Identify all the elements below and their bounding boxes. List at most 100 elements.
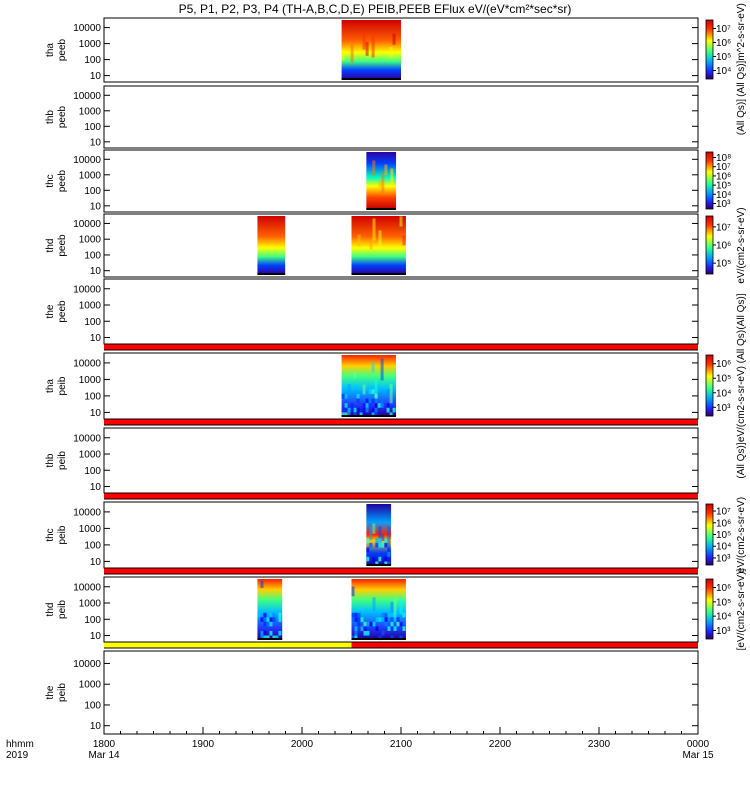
panel-thd-peib: 10 100 1000 10000 thd peib 10⁶ 10⁵ 10⁴ 10³ [eV/(cm… [45, 568, 747, 650]
y-tick-label: 10 [90, 201, 102, 212]
panel-label-probe: tha [45, 379, 56, 393]
y-tick-label: 100 [84, 466, 101, 477]
y-tick-label: 10000 [73, 507, 101, 518]
y-tick-label: 10 [90, 721, 102, 732]
panel-frame [103, 17, 699, 83]
panel-label-product: peib [57, 451, 68, 470]
x-tick-label: 0000 [687, 739, 710, 750]
y-tick-label: 10 [90, 71, 102, 82]
x-tick-label: 2300 [588, 739, 611, 750]
y-tick-label: 10000 [73, 582, 101, 593]
colorbar-tick-label: 10⁵ [716, 52, 731, 63]
colorbar-tick-label: 10⁶ [716, 518, 731, 529]
panel-frame [103, 85, 699, 149]
y-tick-label: 10 [90, 631, 102, 642]
y-tick-label: 1000 [79, 524, 102, 535]
y-tick-label: 10000 [73, 23, 101, 34]
y-tick-label: 1000 [79, 680, 102, 691]
y-tick-label: 10 [90, 333, 102, 344]
y-tick-label: 10 [90, 266, 102, 277]
y-tick-label: 1000 [79, 106, 102, 117]
colorbar-tick-label: 10⁶ [716, 359, 731, 370]
panel-label-product: peib [57, 525, 68, 544]
colorbar-tick-label: 10³ [716, 403, 731, 414]
panel-label-probe: thc [45, 528, 56, 541]
x-row-label-year: 2019 [6, 750, 29, 761]
panel-label-probe: thb [45, 110, 56, 124]
colorbar-title: [eV/(cm2-s-sr-eV)] [736, 568, 747, 650]
panel-label-probe: the [45, 304, 56, 318]
colorbar [705, 215, 714, 275]
y-tick-label: 1000 [79, 170, 102, 181]
x-tick-label: 2200 [489, 739, 512, 750]
y-tick-label: 1000 [79, 39, 102, 50]
x-row-label-hhmm: hhmm [6, 739, 34, 750]
colorbar-tick-label: 10⁶ [716, 583, 731, 594]
colorbar-title: eV/(cm2-s-sr-eV) [736, 207, 747, 283]
colorbar-tick-label: 10⁵ [716, 597, 731, 608]
panel-the-peib: 10 100 1000 10000 the peib [45, 650, 699, 735]
y-tick-label: 10000 [73, 358, 101, 369]
colorbar-tick-label: 10⁵ [716, 259, 731, 270]
panel-label-probe: thd [45, 603, 56, 617]
y-tick-label: 10000 [73, 284, 101, 295]
panel-thd-peeb: 10 100 1000 10000 thd peeb 10⁷ 10⁶ 10⁵ eV/(cm2-s-… [45, 207, 747, 283]
panel-label-probe: thd [45, 239, 56, 253]
y-tick-label: 10000 [73, 219, 101, 230]
panel-frame [103, 149, 699, 213]
y-tick-label: 10000 [73, 433, 101, 444]
colorbar-title: (All Qs)] [736, 442, 747, 478]
colorbar [705, 151, 714, 210]
x-date-end: Mar 15 [682, 750, 714, 761]
y-tick-label: 1000 [79, 450, 102, 461]
quality-flag-bar [104, 642, 352, 648]
colorbar-tick-label: 10⁴ [716, 388, 731, 399]
panel-tha-peeb: 10 100 1000 10000 tha peeb 10⁷ 10⁶ 10⁵ 10⁴ (All Qs… [45, 3, 747, 97]
x-tick-label: 2100 [390, 739, 413, 750]
y-tick-label: 100 [84, 615, 101, 626]
colorbar-title: eV/(cm2-s-sr-eV) [736, 497, 747, 573]
y-tick-label: 10 [90, 137, 102, 148]
quality-flag-bar [351, 642, 698, 648]
quality-flag-bar [104, 568, 698, 574]
panel-frame [103, 352, 699, 420]
panel-label-product: peeb [57, 105, 68, 128]
panel-frame [103, 576, 699, 643]
y-tick-label: 10000 [73, 155, 101, 166]
x-date-start: Mar 14 [88, 750, 120, 761]
colorbar [705, 354, 714, 417]
panel-frame [103, 501, 699, 569]
colorbar-tick-label: 10⁴ [716, 190, 731, 201]
colorbar-tick-label: 10⁷ [716, 24, 731, 35]
panel-label-probe: tha [45, 43, 56, 57]
y-tick-label: 1000 [79, 599, 102, 610]
colorbar [705, 578, 714, 640]
panel-label-product: peib [57, 376, 68, 395]
panel-frame [103, 213, 699, 278]
colorbar-tick-label: 10⁵ [716, 374, 731, 385]
colorbar-tick-label: 10⁴ [716, 612, 731, 623]
colorbar-tick-label: 10⁵ [716, 530, 731, 541]
y-tick-label: 10000 [73, 659, 101, 670]
colorbar-tick-label: 10³ [716, 199, 731, 210]
colorbar [705, 503, 714, 566]
y-tick-label: 100 [84, 55, 101, 66]
panel-label-product: peeb [57, 169, 68, 192]
y-tick-label: 1000 [79, 375, 102, 386]
y-tick-label: 1000 [79, 235, 102, 246]
panel-label-product: peeb [57, 300, 68, 323]
panel-label-product: peeb [57, 234, 68, 257]
y-tick-label: 100 [84, 540, 101, 551]
colorbar-title: eV/(cm2-s-sr-eV) (All Qs) [736, 330, 747, 442]
y-tick-label: 10000 [73, 91, 101, 102]
plot-title: P5, P1, P2, P3, P4 (TH-A,B,C,D,E) PEIB,P… [178, 2, 572, 16]
colorbar-tick-label: 10⁷ [716, 162, 731, 173]
y-tick-label: 10 [90, 408, 102, 419]
panel-label-product: peeb [57, 38, 68, 61]
y-tick-label: 10 [90, 482, 102, 493]
panel-tha-peib: 10 100 1000 10000 tha peib 10⁶ 10⁵ 10⁴ 10³ eV/(cm2… [45, 330, 747, 442]
x-tick-label: 1800 [93, 739, 116, 750]
colorbar-tick-label: 10⁷ [716, 222, 731, 233]
